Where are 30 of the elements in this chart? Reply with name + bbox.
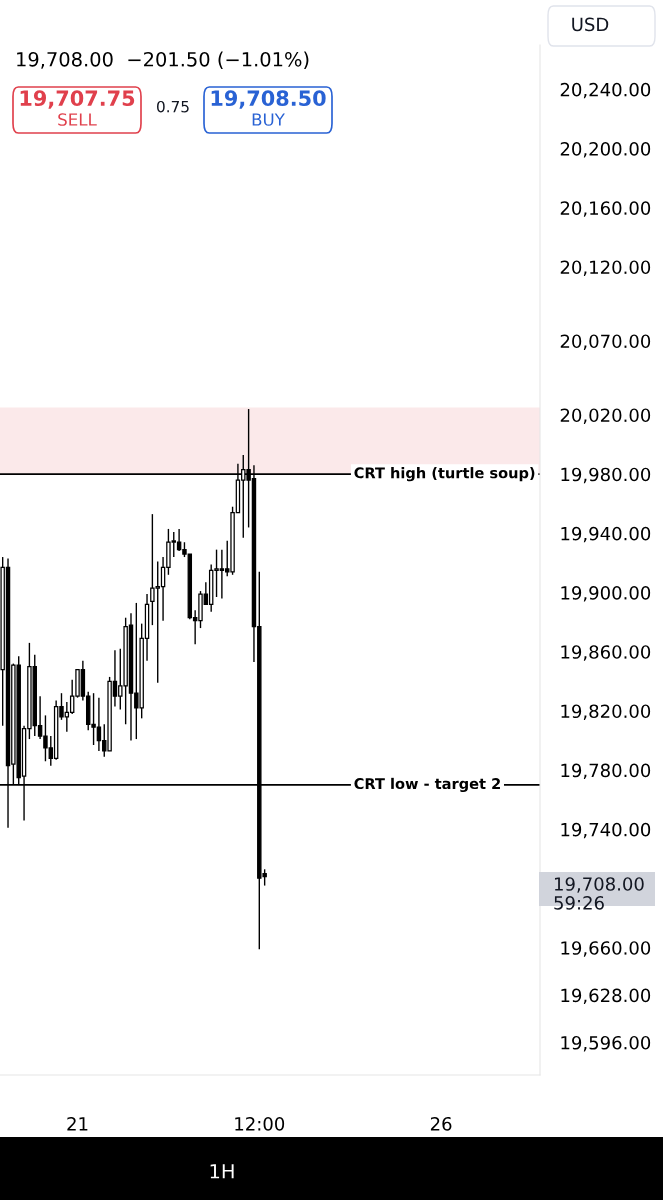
y-tick-label: 19,596.00	[561, 1035, 651, 1052]
x-tick-label: 12:00	[235, 1116, 285, 1131]
y-tick-label: 20,020.00	[560, 408, 651, 424]
text: USD	[572, 17, 609, 32]
y-tick-label: 19,628.00	[561, 988, 651, 1005]
y-tick-label: 20,160.00	[560, 201, 651, 217]
y-tick-label: 20,240.00	[560, 82, 651, 99]
y-tick-label: 19,900.00	[561, 586, 651, 602]
y-tick-label: 19,740.00	[561, 822, 651, 839]
y-tick-label: 20,200.00	[560, 142, 651, 158]
ref-line-label: CRT high (turtle soup)	[354, 467, 535, 482]
annotation: BUY	[252, 113, 285, 126]
y-tick-label: 19,660.00	[561, 941, 651, 957]
y-tick-label: 19,980.00	[561, 467, 651, 484]
y-tick-label: 19,940.00	[561, 526, 651, 543]
annotation: 19,708.50	[211, 90, 326, 109]
x-tick-label: 21	[67, 1116, 88, 1131]
x-tick-label: 26	[430, 1116, 452, 1131]
y-tick-label: 19,860.00	[561, 645, 651, 661]
ref-line-label: CRT low - target 2	[354, 777, 500, 793]
annotation: 0.75	[157, 100, 189, 113]
y-tick-label: 19,820.00	[561, 704, 651, 720]
text: 1H	[210, 1164, 234, 1179]
chart-subtitle: 19,708.00 −201.50 (−1.01%)	[17, 51, 309, 69]
text: 19,708.00 59:26	[554, 877, 644, 910]
y-tick-label: 20,070.00	[560, 334, 651, 350]
annotation: SELL	[58, 113, 97, 126]
annotation: 19,707.75	[20, 90, 135, 109]
y-tick-label: 20,120.00	[560, 260, 651, 276]
y-tick-label: 19,780.00	[561, 763, 651, 780]
